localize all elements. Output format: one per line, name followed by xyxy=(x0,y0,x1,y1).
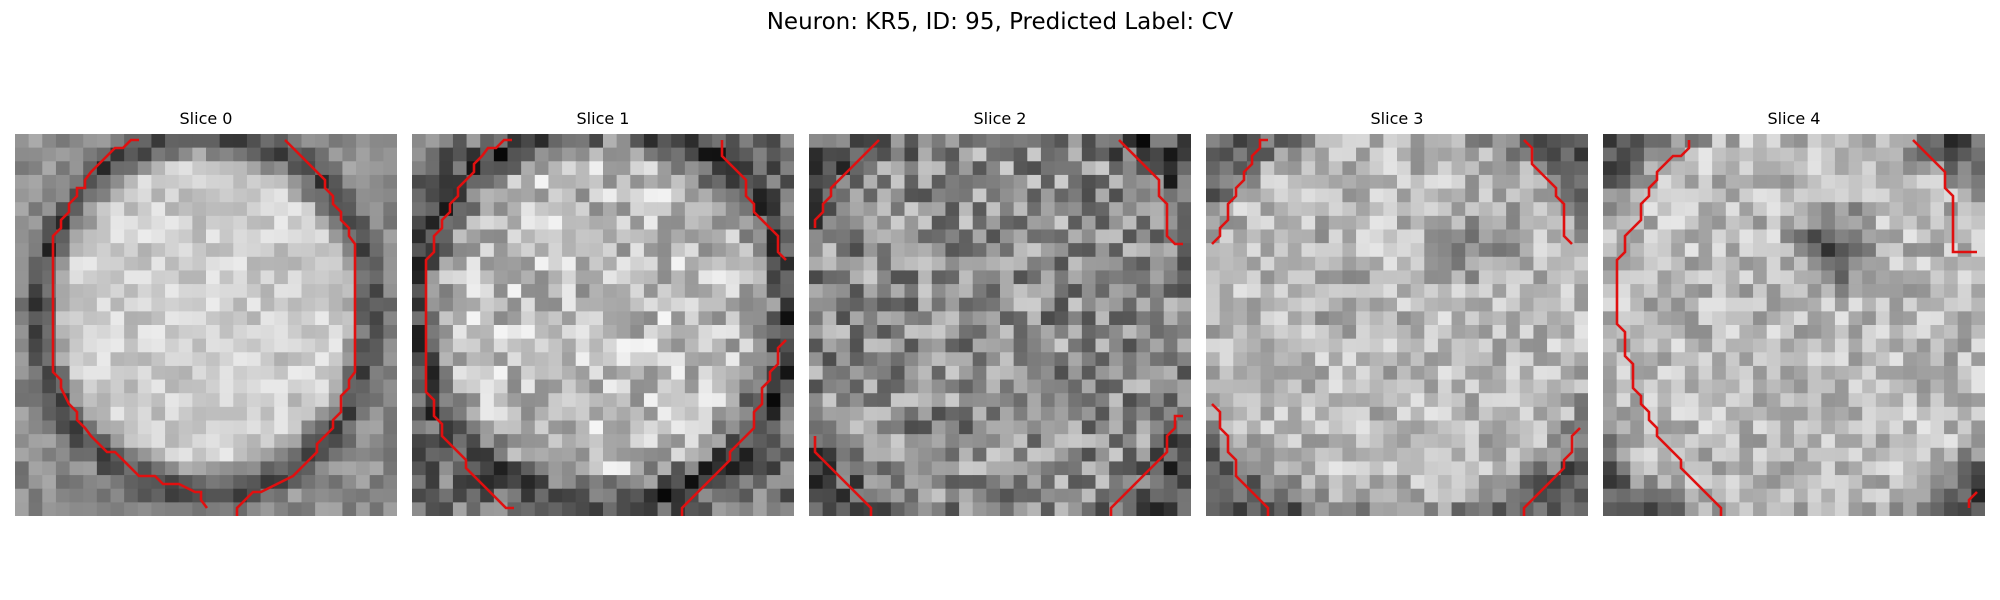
contour-bottom-left xyxy=(813,436,873,516)
slice-image-4 xyxy=(1603,134,1985,516)
slice-panel-4: Slice 4 xyxy=(1603,108,1985,518)
figure-title: Neuron: KR5, ID: 95, Predicted Label: CV xyxy=(766,9,1234,35)
slice-image-3 xyxy=(1206,134,1588,516)
grayscale-intensity-grid xyxy=(412,134,794,516)
contour-top-right xyxy=(1523,139,1573,245)
grayscale-intensity-grid xyxy=(1603,134,1985,516)
contour-top-left xyxy=(813,139,880,228)
grayscale-intensity-grid xyxy=(1206,134,1588,516)
contour-bottom-right-tick xyxy=(1967,491,1978,508)
contour-right xyxy=(720,140,787,261)
contour-left xyxy=(51,138,209,509)
slice-title-0: Slice 0 xyxy=(179,109,233,128)
contour-top-right xyxy=(1118,139,1183,246)
slice-title-3: Slice 3 xyxy=(1370,109,1424,128)
slice-image-2 xyxy=(809,134,1191,516)
contour-bottom-left xyxy=(1211,403,1270,516)
slice-image-0 xyxy=(15,134,397,516)
contour-top-left xyxy=(1211,138,1268,245)
contour-right xyxy=(1912,139,1977,254)
slice-panel-0: Slice 0 xyxy=(15,108,397,518)
contour-left xyxy=(424,138,514,510)
contour-left xyxy=(1615,140,1723,516)
slice-image-1 xyxy=(412,134,794,516)
contour-right xyxy=(235,139,357,516)
slice-panel-1: Slice 1 xyxy=(412,108,794,518)
slice-title-2: Slice 2 xyxy=(973,109,1027,128)
slice-panel-3: Slice 3 xyxy=(1206,108,1588,518)
slice-panel-2: Slice 2 xyxy=(809,108,1191,518)
contour-bottom-right xyxy=(1109,414,1183,516)
grayscale-intensity-grid xyxy=(15,134,397,516)
contour-bottom-right xyxy=(680,339,787,516)
slice-title-4: Slice 4 xyxy=(1767,109,1821,128)
grayscale-intensity-grid xyxy=(809,134,1191,516)
slice-title-1: Slice 1 xyxy=(576,109,630,128)
contour-bottom-right xyxy=(1522,427,1581,516)
